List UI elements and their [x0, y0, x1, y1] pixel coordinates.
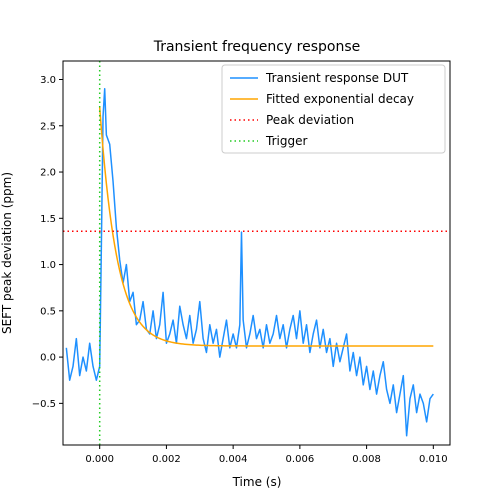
- series-group: [63, 61, 450, 445]
- legend-label: Transient response DUT: [265, 71, 409, 85]
- series-line-fitted-decay: [98, 107, 434, 347]
- x-tick-label: 0.008: [352, 454, 381, 465]
- x-tick-label: 0.006: [286, 454, 315, 465]
- x-tick-label: 0.000: [85, 454, 114, 465]
- chart-title: Transient frequency response: [153, 39, 361, 55]
- legend-label: Fitted exponential decay: [266, 92, 414, 106]
- legend-label: Peak deviation: [266, 113, 354, 127]
- y-tick-label: 1.0: [40, 260, 56, 271]
- legend-label: Trigger: [265, 134, 307, 148]
- x-axis-label: Time (s): [232, 475, 282, 489]
- y-tick-label: 0.0: [40, 353, 56, 364]
- plot-area: [63, 61, 450, 445]
- x-tick-label: 0.002: [152, 454, 181, 465]
- y-tick-label: −0.5: [32, 399, 56, 410]
- axes: 0.000 0.002 0.004 0.006 0.008 0.010 −0.5 0.0 0.5…: [32, 60, 451, 465]
- y-tick-label: 2.0: [40, 168, 56, 179]
- y-tick-label: 0.5: [40, 306, 56, 317]
- y-axis-label: SEFT peak deviation (ppm): [0, 172, 14, 334]
- x-tick-label: 0.010: [419, 454, 448, 465]
- y-tick-label: 3.0: [40, 75, 56, 86]
- y-tick-label: 1.5: [40, 214, 56, 225]
- y-tick-label: 2.5: [40, 121, 56, 132]
- x-tick-label: 0.004: [219, 454, 248, 465]
- legend-box: [221, 64, 446, 154]
- legend: Transient response DUT Fitted exponential…: [221, 64, 446, 154]
- axes-frame: [62, 60, 451, 446]
